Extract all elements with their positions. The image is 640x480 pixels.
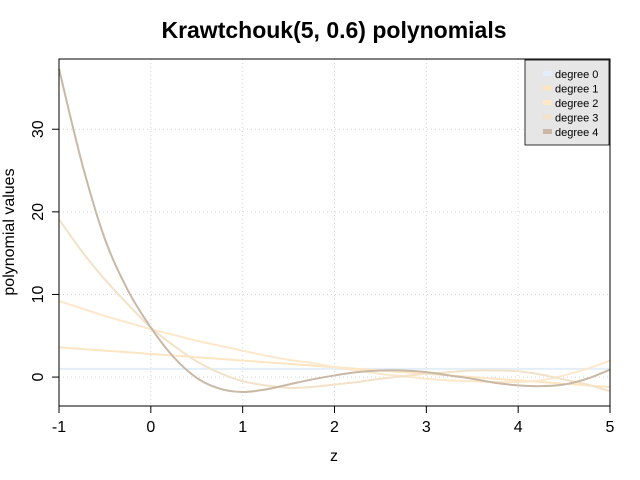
x-tick-label: 3 — [422, 419, 431, 436]
legend: degree 0 degree 1 degree 2 degree 3 degree 4 — [524, 59, 610, 146]
legend-swatch — [543, 129, 552, 134]
x-axis-label: z — [330, 448, 338, 465]
legend-swatch — [543, 114, 552, 120]
y-axis: 0 10 20 30 — [30, 120, 60, 382]
chart-title: Krawtchouk(5, 0.6) polynomials — [161, 17, 506, 43]
legend-box — [524, 59, 610, 146]
legend-label: degree 2 — [555, 98, 598, 110]
x-tick-label: 0 — [146, 419, 155, 436]
x-tick-label: 1 — [238, 419, 247, 436]
y-tick-label: 10 — [30, 285, 47, 303]
x-tick-label: 5 — [606, 419, 615, 436]
legend-label: degree 1 — [555, 84, 598, 96]
y-tick-label: 20 — [30, 203, 47, 221]
y-tick-label: 0 — [30, 373, 47, 382]
x-tick-label: 2 — [330, 419, 339, 436]
legend-swatch — [543, 100, 552, 105]
y-tick-label: 30 — [30, 120, 47, 138]
x-tick-label: -1 — [52, 419, 66, 436]
x-axis: -1 0 1 2 3 4 5 — [52, 405, 615, 436]
legend-label: degree 3 — [555, 113, 598, 125]
series-lines — [58, 68, 611, 393]
legend-label: degree 0 — [555, 69, 598, 81]
legend-label: degree 4 — [555, 127, 598, 139]
series-line-degree-3 — [58, 218, 611, 393]
y-axis-label: polynomial values — [1, 168, 18, 295]
series-line-degree-4 — [58, 68, 611, 393]
legend-swatch — [543, 85, 552, 91]
x-tick-label: 4 — [514, 419, 523, 436]
legend-swatch — [543, 71, 552, 76]
